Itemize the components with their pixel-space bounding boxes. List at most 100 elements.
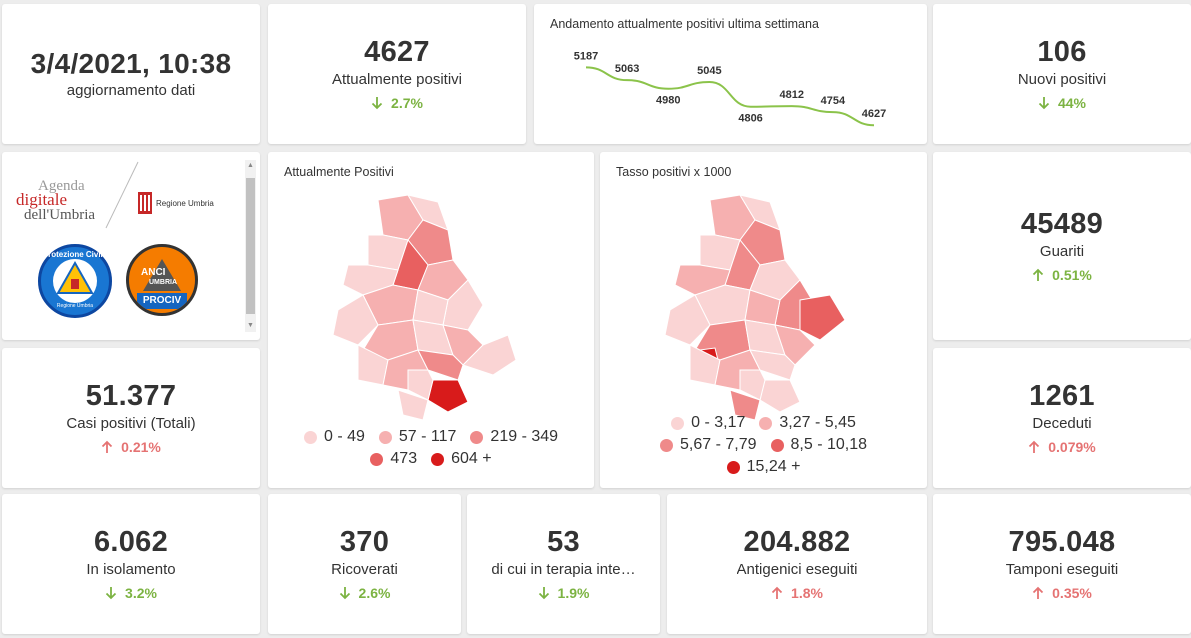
kpi-label: Casi positivi (Totali) <box>66 414 196 432</box>
casi-totali-card[interactable]: 51.377 Casi positivi (Totali) 0.21% <box>2 348 260 488</box>
legend-swatch-icon <box>671 416 685 430</box>
legend-label: 0 - 49 <box>323 428 365 445</box>
kpi-label: Antigenici eseguiti <box>736 560 858 578</box>
legend-item[interactable]: 8,5 - 10,18 <box>770 436 868 454</box>
isolamento-card[interactable]: 6.062 In isolamento 3.2% <box>2 494 260 634</box>
legend-swatch-icon <box>660 438 673 452</box>
guariti-card[interactable]: 45489 Guariti 0.51% <box>933 152 1191 340</box>
regione-emblem-icon <box>138 192 152 214</box>
kpi-value: 53 <box>547 526 580 559</box>
protezione-text: Protezione Civile <box>42 250 108 259</box>
kpi-delta: 44% <box>1038 95 1086 111</box>
arrow-down-icon <box>371 96 383 109</box>
legend-item[interactable]: 57 - 117 <box>378 428 456 446</box>
deceduti-card[interactable]: 1261 Deceduti 0.079% <box>933 348 1191 488</box>
kpi-value: 6.062 <box>93 526 169 559</box>
legend-label: 8,5 - 10,18 <box>790 436 868 453</box>
legend-label: 0 - 3,17 <box>691 414 746 431</box>
legend-label: 219 - 349 <box>490 428 559 445</box>
protezione-sub: Regione Umbria <box>56 303 94 309</box>
legend-label: 473 <box>390 450 418 467</box>
arrow-up-icon <box>1033 586 1044 599</box>
trend-chart-title: Andamento attualmente positivi ultima se… <box>550 17 819 31</box>
trend-data-label: 4980 <box>656 95 680 107</box>
trend-data-label: 4806 <box>738 113 762 125</box>
kpi-delta: 1.9% <box>538 585 589 601</box>
kpi-label: In isolamento <box>86 560 176 578</box>
tamponi-card[interactable]: 795.048 Tamponi eseguiti 0.35% <box>933 494 1191 634</box>
kpi-delta: 2.6% <box>339 585 390 601</box>
logos-card: Agenda digitale dell'Umbria Regione Umbr… <box>2 152 260 340</box>
map1-legend: 0 - 49 57 - 117 219 - 349 473 604 + <box>268 428 594 468</box>
scroll-up-icon[interactable]: ▲ <box>247 162 254 169</box>
legend-swatch-icon <box>378 430 392 444</box>
attualmente-positivi-card[interactable]: 4627 Attualmente positivi 2.7% <box>268 4 526 144</box>
legend-item[interactable]: 0 - 49 <box>303 428 365 446</box>
legend-item[interactable]: 0 - 3,17 <box>671 414 745 432</box>
kpi-delta: 3.2% <box>105 585 157 601</box>
legend-swatch-icon <box>431 452 445 466</box>
kpi-delta: 1.8% <box>771 585 823 601</box>
nuovi-positivi-card[interactable]: 106 Nuovi positivi 44% <box>933 4 1191 144</box>
map2-legend: 0 - 3,17 3,27 - 5,45 5,67 - 7,79 8,5 - 10,1… <box>600 414 927 476</box>
legend-swatch-icon <box>370 452 384 466</box>
kpi-delta-value: 1.8% <box>791 584 823 601</box>
terapia-intensiva-card[interactable]: 53 di cui in terapia inte… 1.9% <box>467 494 660 634</box>
scroll-down-icon[interactable]: ▼ <box>247 322 254 329</box>
anci-text: ANCI <box>141 267 166 278</box>
kpi-value: 4627 <box>364 36 430 69</box>
trend-chart-card: Andamento attualmente positivi ultima se… <box>534 4 927 144</box>
trend-data-label: 4812 <box>779 89 803 101</box>
kpi-delta: 0.35% <box>1032 585 1092 601</box>
anci-sub: UMBRIA <box>149 279 177 286</box>
map1-title: Attualmente Positivi <box>284 165 394 179</box>
arrow-up-icon <box>1033 268 1044 281</box>
trend-data-label: 5063 <box>615 63 639 75</box>
arrow-down-icon <box>1038 96 1050 109</box>
trend-data-label: 5045 <box>697 65 721 77</box>
map-attualmente-positivi-card: Attualmente Positivi 0 - 49 57 - 117 <box>268 152 594 488</box>
anci-prociv-logo: ANCI UMBRIA PROCIV <box>126 244 198 316</box>
ricoverati-card[interactable]: 370 Ricoverati 2.6% <box>268 494 461 634</box>
kpi-delta: 0.51% <box>1032 267 1092 283</box>
legend-item[interactable]: 219 - 349 <box>470 428 558 446</box>
umbria-choropleth-map[interactable] <box>268 180 594 450</box>
trend-data-label: 5187 <box>574 50 598 62</box>
kpi-label: di cui in terapia inte… <box>491 560 636 578</box>
kpi-delta: 0.21% <box>101 439 161 455</box>
kpi-label: Attualmente positivi <box>331 70 463 88</box>
legend-swatch-icon <box>726 460 740 474</box>
map-tasso-positivi-card: Tasso positivi x 1000 0 - 3, <box>600 152 927 488</box>
arrow-down-icon <box>538 586 549 599</box>
kpi-value: 51.377 <box>85 380 177 413</box>
trend-data-label: 4627 <box>862 108 886 120</box>
arrow-up-icon <box>102 440 113 453</box>
kpi-value: 106 <box>1037 36 1087 69</box>
legend-item[interactable]: 15,24 + <box>726 458 800 476</box>
map2-title: Tasso positivi x 1000 <box>616 165 732 179</box>
update-label: aggiornamento dati <box>66 81 196 99</box>
trend-series-line <box>585 66 875 127</box>
logos-scrollbar[interactable]: ▲ ▼ <box>245 160 256 332</box>
kpi-label: Tamponi eseguiti <box>1005 560 1119 578</box>
arrow-down-icon <box>339 586 350 599</box>
kpi-delta-value: 0.51% <box>1052 266 1092 283</box>
logo-divider-icon <box>105 161 139 229</box>
kpi-delta-value: 0.21% <box>121 438 161 455</box>
antigenici-card[interactable]: 204.882 Antigenici eseguiti 1.8% <box>667 494 927 634</box>
legend-swatch-icon <box>303 430 317 444</box>
protezione-civile-logo: Protezione Civile Regione Umbria <box>38 244 112 318</box>
kpi-value: 370 <box>339 526 390 559</box>
legend-item[interactable]: 3,27 - 5,45 <box>759 414 856 432</box>
scroll-thumb[interactable] <box>246 178 255 314</box>
kpi-delta: 2.7% <box>371 95 423 111</box>
legend-item[interactable]: 604 + <box>431 450 492 468</box>
legend-swatch-icon <box>470 430 484 444</box>
umbria-rate-choropleth-map[interactable] <box>600 180 927 442</box>
arrow-up-icon <box>1029 440 1040 453</box>
legend-label: 3,27 - 5,45 <box>779 414 856 431</box>
trend-line-chart: 5187 5063 4980 5045 4806 4812 4754 4627 <box>574 50 886 127</box>
legend-item[interactable]: 5,67 - 7,79 <box>660 436 757 454</box>
trend-data-label: 4754 <box>821 95 846 107</box>
legend-item[interactable]: 473 <box>370 450 417 468</box>
